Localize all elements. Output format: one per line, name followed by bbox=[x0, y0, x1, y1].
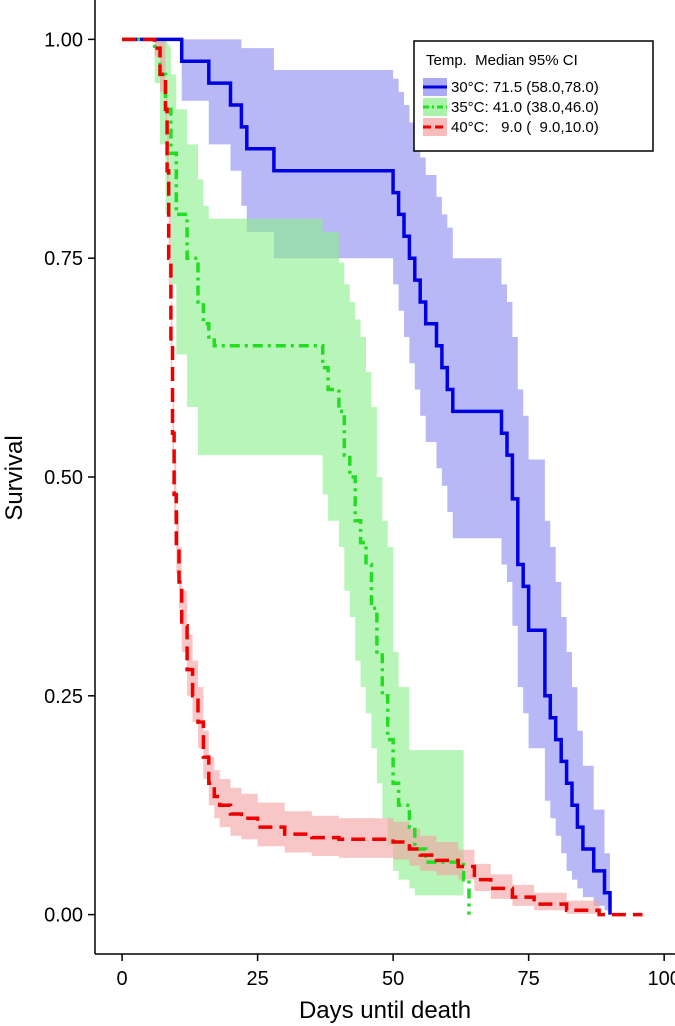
y-tick-label-0-5: 0.50 bbox=[44, 467, 83, 489]
legend-entry-30c: 30°C: 71.5 (58.0,78.0) bbox=[451, 79, 599, 96]
tick-marks: 0 25 50 75 100 0.00 0.25 0.50 0.75 1.00 bbox=[44, 29, 675, 990]
y-tick-label-0-25: 0.25 bbox=[44, 686, 83, 708]
legend: Temp. Median 95% CI 30°C: 71.5 (58.0,78.… bbox=[413, 40, 654, 152]
survival-line-30c bbox=[122, 37, 612, 915]
survival-lines bbox=[122, 37, 643, 917]
ci-band-35c bbox=[122, 39, 464, 896]
x-tick-label-100: 100 bbox=[647, 968, 675, 990]
y-axis-title: Survival bbox=[1, 435, 28, 520]
survival-line-40c bbox=[122, 37, 643, 917]
x-tick-label-25: 25 bbox=[246, 968, 268, 990]
y-tick-label-0: 0.00 bbox=[44, 905, 83, 927]
legend-entry-40c: 40°C: 9.0 ( 9.0,10.0) bbox=[451, 119, 599, 136]
x-tick-label-50: 50 bbox=[382, 968, 404, 990]
y-tick-label-1: 1.00 bbox=[44, 29, 83, 51]
legend-swatch-35c bbox=[423, 98, 447, 116]
x-tick-label-0: 0 bbox=[117, 968, 128, 990]
y-tick-label-0-75: 0.75 bbox=[44, 248, 83, 270]
legend-box bbox=[413, 40, 654, 152]
legend-entry-35c: 35°C: 41.0 (38.0,46.0) bbox=[451, 99, 599, 116]
survival-line-35c bbox=[122, 37, 471, 915]
x-axis-title: Days until death bbox=[299, 997, 471, 1024]
x-tick-label-75: 75 bbox=[518, 968, 540, 990]
legend-header: Temp. Median 95% CI bbox=[426, 52, 578, 69]
